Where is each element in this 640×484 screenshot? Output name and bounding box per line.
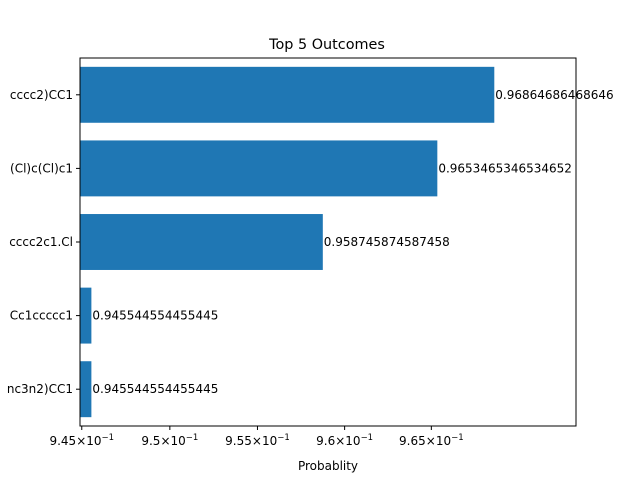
- bar: [80, 66, 495, 123]
- bars-layer: [80, 66, 495, 418]
- y-tick-label: cccc2)CC1: [10, 88, 73, 102]
- chart-title: Top 5 Outcomes: [268, 37, 385, 53]
- x-axis-ticks: 9.45×10−1 9.5×10−1 9.55×10−1 9.6×10−1 9.65×1…: [49, 426, 464, 448]
- bar-value-label: 0.96864686468646: [495, 88, 613, 102]
- x-tick-label: 9.5×10−1: [141, 433, 198, 448]
- x-tick-label: 9.65×10−1: [399, 433, 464, 448]
- value-labels-layer: 0.96864686468646 0.9653465346534652 0.9587…: [92, 88, 613, 396]
- y-tick-label: (Cl)c(Cl)c1: [10, 161, 73, 175]
- x-tick-label: 9.6×10−1: [316, 433, 373, 448]
- y-tick-label: Cc1ccccc1: [10, 309, 73, 323]
- x-axis-label: Probablity: [298, 459, 358, 473]
- bar-value-label: 0.945544554455445: [92, 382, 218, 396]
- bar-value-label: 0.9653465346534652: [438, 161, 572, 175]
- bar: [80, 140, 438, 197]
- bar-value-label: 0.945544554455445: [92, 309, 218, 323]
- bar-value-label: 0.958745874587458: [324, 235, 450, 249]
- bar: [80, 361, 92, 418]
- y-tick-label: nc3n2)CC1: [7, 382, 73, 396]
- x-tick-label: 9.55×10−1: [225, 433, 290, 448]
- bar: [80, 214, 323, 270]
- plot-frame: [79, 57, 577, 427]
- y-axis-ticks: cccc2)CC1 (Cl)c(Cl)c1 cccc2c1.Cl Cc1ccccc1 n…: [7, 88, 80, 396]
- x-tick-label: 9.45×10−1: [49, 433, 114, 448]
- y-tick-label: cccc2c1.Cl: [9, 235, 73, 249]
- bar: [80, 287, 92, 344]
